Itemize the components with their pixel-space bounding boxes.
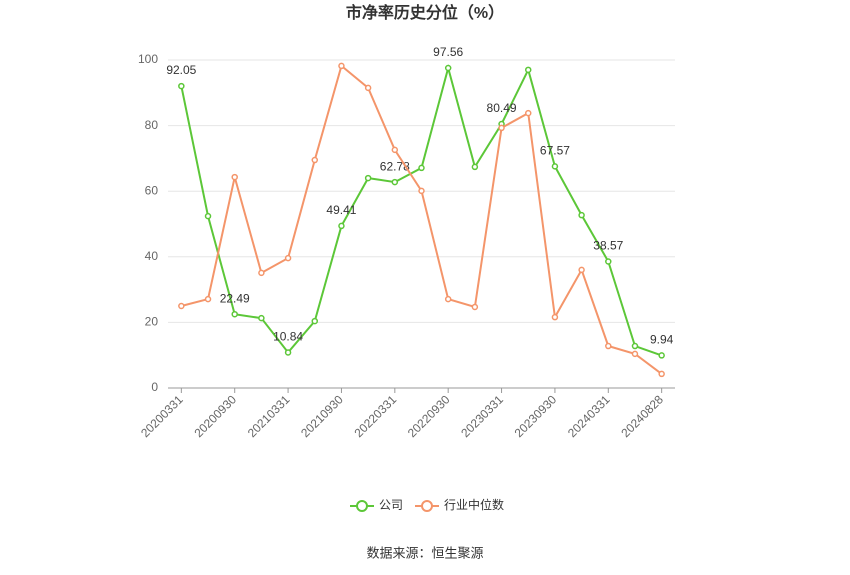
data-point bbox=[231, 173, 238, 181]
data-point bbox=[178, 302, 185, 310]
data-point bbox=[524, 66, 532, 74]
x-tick-label: 20210331 bbox=[245, 392, 293, 440]
y-tick-label: 60 bbox=[145, 183, 159, 197]
data-point bbox=[551, 163, 559, 170]
data-label: 97.56 bbox=[433, 45, 463, 59]
data-point bbox=[178, 82, 185, 90]
y-tick-label: 40 bbox=[145, 249, 159, 263]
source-note: 数据来源：恒生聚源 bbox=[366, 545, 483, 560]
data-label: 9.94 bbox=[650, 333, 674, 347]
data-label: 22.49 bbox=[220, 291, 250, 305]
data-label: 80.49 bbox=[487, 101, 517, 115]
data-point bbox=[605, 342, 612, 350]
data-label: 38.57 bbox=[593, 239, 623, 253]
x-tick-label: 20200930 bbox=[191, 392, 239, 440]
data-point bbox=[471, 163, 479, 171]
data-point bbox=[284, 254, 292, 262]
y-tick-label: 100 bbox=[138, 52, 158, 66]
chart-title: 市净率历史分位（%） bbox=[346, 3, 504, 22]
data-point bbox=[364, 174, 372, 182]
legend-marker bbox=[421, 500, 433, 512]
data-point bbox=[284, 349, 292, 356]
data-point bbox=[498, 124, 505, 132]
legend-item[interactable]: 行业中位数 bbox=[415, 497, 504, 512]
x-tick-label: 20240331 bbox=[565, 392, 613, 440]
y-tick-label: 80 bbox=[145, 118, 159, 132]
data-point bbox=[204, 295, 212, 303]
data-point bbox=[258, 269, 265, 277]
y-tick-label: 0 bbox=[151, 380, 158, 394]
legend-label: 行业中位数 bbox=[444, 497, 504, 512]
data-point bbox=[605, 258, 612, 265]
data-point bbox=[658, 352, 665, 359]
data-point bbox=[391, 146, 399, 154]
x-tick-label: 20210930 bbox=[298, 392, 346, 440]
data-point bbox=[578, 266, 585, 274]
data-point bbox=[364, 84, 372, 92]
data-point bbox=[338, 62, 345, 70]
x-tick-label: 20230930 bbox=[512, 392, 560, 440]
data-point bbox=[444, 64, 452, 72]
series-line bbox=[181, 64, 663, 375]
data-point bbox=[258, 314, 265, 322]
data-point bbox=[471, 303, 479, 311]
data-point bbox=[418, 164, 425, 172]
data-label: 92.05 bbox=[166, 63, 196, 77]
data-point bbox=[578, 211, 585, 219]
data-point bbox=[551, 313, 559, 321]
series-line bbox=[180, 64, 662, 357]
legend-item[interactable]: 公司 bbox=[350, 498, 403, 512]
legend-marker bbox=[356, 500, 368, 512]
data-point bbox=[338, 222, 345, 230]
legend-label: 公司 bbox=[379, 498, 403, 512]
data-point bbox=[391, 178, 399, 186]
x-tick-label: 20220930 bbox=[405, 392, 453, 440]
data-point bbox=[231, 310, 238, 318]
x-tick-label: 20230331 bbox=[458, 392, 506, 440]
data-label: 67.57 bbox=[540, 144, 570, 158]
data-point bbox=[418, 187, 425, 195]
data-label: 10.84 bbox=[273, 330, 303, 344]
data-point bbox=[204, 212, 212, 220]
x-tick-label: 20240828 bbox=[618, 392, 666, 440]
data-label: 49.41 bbox=[326, 203, 356, 217]
data-point bbox=[444, 295, 452, 303]
x-tick-label: 20220331 bbox=[352, 392, 400, 440]
data-point bbox=[524, 109, 532, 117]
x-tick-label: 20200331 bbox=[138, 392, 186, 440]
data-point bbox=[631, 350, 639, 358]
data-point bbox=[311, 156, 319, 164]
y-tick-label: 20 bbox=[145, 315, 159, 329]
data-point bbox=[658, 370, 665, 378]
data-point bbox=[311, 317, 319, 325]
data-point bbox=[631, 342, 639, 350]
